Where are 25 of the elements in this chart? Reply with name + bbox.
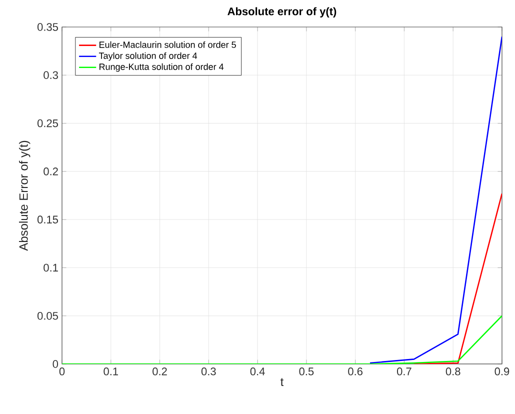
x-axis-title: t bbox=[280, 378, 284, 386]
legend-label: Taylor solution of order 4 bbox=[98, 52, 198, 61]
y-tick-label: 0.3 bbox=[44, 71, 58, 80]
legend-label: Euler-Maclaurin solution of order 5 bbox=[100, 41, 236, 48]
y-tick-label: 0.15 bbox=[37, 216, 58, 224]
x-tick-label: 0.1 bbox=[104, 368, 118, 376]
y-tick-label: 0.05 bbox=[37, 312, 58, 320]
x-tick-label: 0.7 bbox=[396, 368, 412, 376]
x-tick-label: 0.3 bbox=[201, 368, 216, 376]
x-tick-label: 0.4 bbox=[250, 368, 265, 376]
x-tick-label: 0.6 bbox=[348, 368, 362, 376]
y-tick-label: 0.1 bbox=[44, 264, 58, 272]
x-tick-label: 0.8 bbox=[446, 368, 460, 376]
y-tick-label: 0 bbox=[52, 360, 58, 368]
y-axis-title: Absolute Error of y(t) bbox=[19, 140, 30, 251]
legend-label: Runge-Kutta solution of order 4 bbox=[100, 63, 224, 72]
y-tick-label: 0.2 bbox=[44, 168, 58, 176]
y-tick-label: 0.25 bbox=[37, 119, 58, 128]
x-tick-label: 0.5 bbox=[299, 368, 314, 376]
line-series bbox=[369, 36, 502, 364]
y-tick-label: 0.35 bbox=[37, 23, 58, 31]
x-tick-label: 0 bbox=[59, 368, 65, 376]
x-tick-label: 0.2 bbox=[152, 368, 167, 376]
x-tick-label: 0.9 bbox=[494, 368, 510, 376]
chart-title: Absolute error of y(t) bbox=[228, 7, 336, 18]
